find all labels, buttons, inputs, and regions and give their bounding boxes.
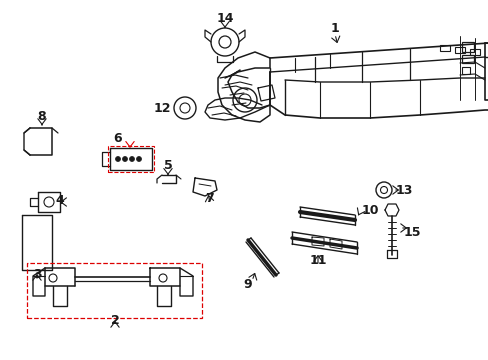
Text: 9: 9 bbox=[243, 279, 252, 292]
Text: 4: 4 bbox=[56, 194, 64, 207]
Circle shape bbox=[129, 157, 134, 162]
Circle shape bbox=[115, 157, 120, 162]
Circle shape bbox=[122, 157, 127, 162]
Bar bbox=[27, 263, 202, 318]
Text: 7: 7 bbox=[205, 192, 214, 204]
Text: 14: 14 bbox=[216, 12, 233, 24]
Bar bbox=[461, 42, 473, 52]
Text: 2: 2 bbox=[110, 314, 119, 327]
Bar bbox=[439, 45, 449, 51]
Text: 5: 5 bbox=[163, 158, 172, 171]
Text: 13: 13 bbox=[394, 184, 412, 197]
Bar bbox=[461, 67, 469, 74]
Text: 3: 3 bbox=[33, 269, 41, 282]
Text: 1: 1 bbox=[330, 22, 339, 35]
Text: 12: 12 bbox=[153, 102, 170, 114]
Bar bbox=[461, 55, 473, 63]
Text: 15: 15 bbox=[403, 225, 420, 239]
Bar bbox=[108, 146, 154, 172]
Circle shape bbox=[136, 157, 141, 162]
Text: 10: 10 bbox=[361, 203, 379, 216]
Bar bbox=[454, 47, 464, 53]
Text: 6: 6 bbox=[113, 131, 122, 144]
Bar bbox=[469, 49, 479, 55]
Text: 8: 8 bbox=[38, 109, 46, 122]
Text: 11: 11 bbox=[308, 253, 326, 266]
